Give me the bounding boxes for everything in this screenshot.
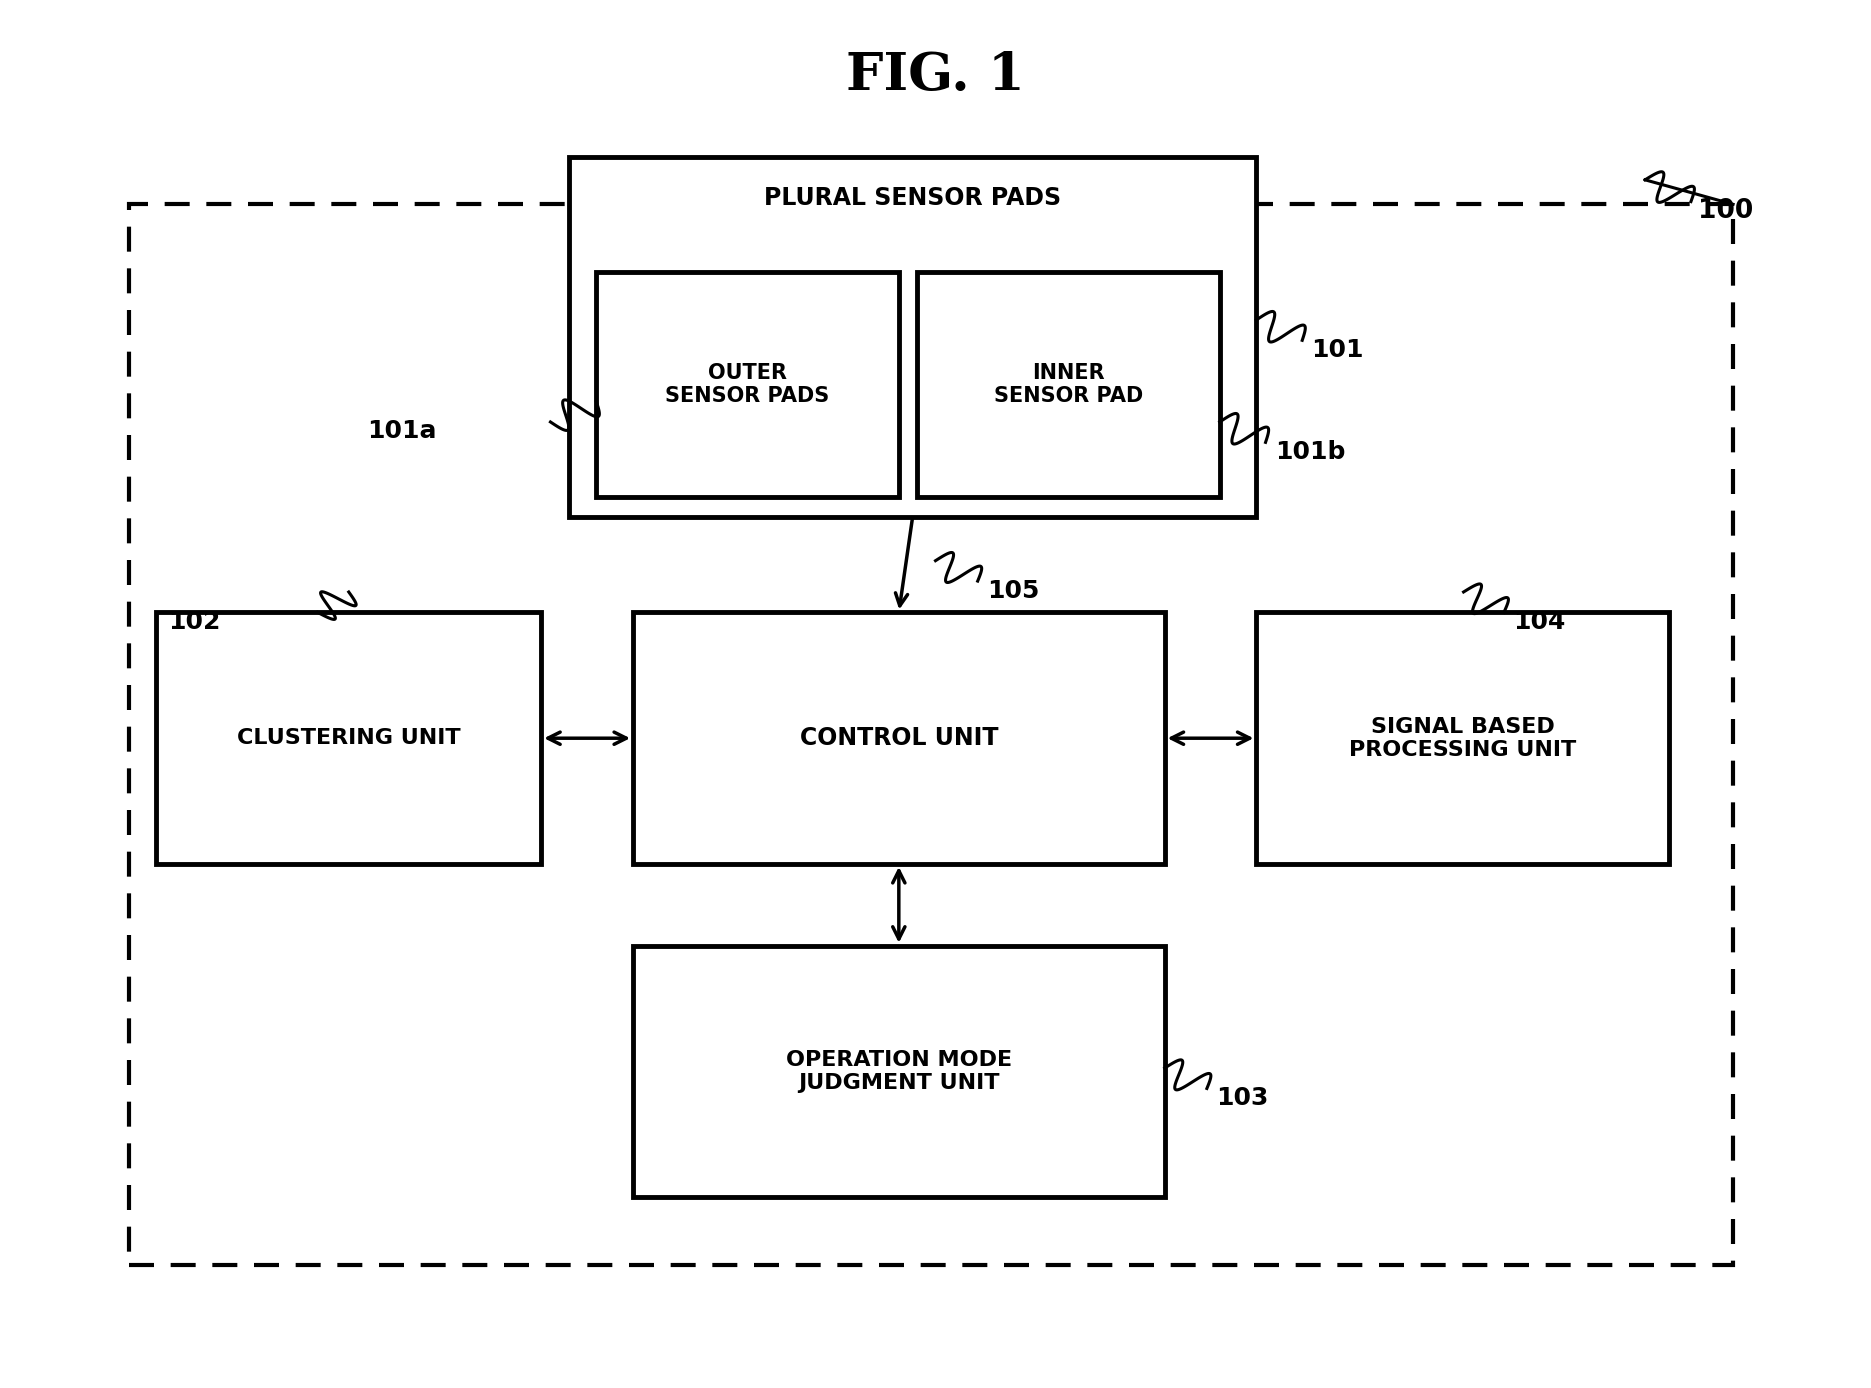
Text: SIGNAL BASED
PROCESSING UNIT: SIGNAL BASED PROCESSING UNIT — [1349, 716, 1575, 759]
Text: OUTER
SENSOR PADS: OUTER SENSOR PADS — [666, 362, 829, 407]
Text: 101: 101 — [1312, 337, 1364, 362]
Text: 105: 105 — [986, 579, 1038, 602]
Text: CONTROL UNIT: CONTROL UNIT — [799, 726, 997, 750]
Bar — [632, 945, 1164, 1198]
Text: CLUSTERING UNIT: CLUSTERING UNIT — [238, 729, 460, 748]
Text: 104: 104 — [1514, 609, 1566, 634]
Text: 102: 102 — [168, 609, 221, 634]
Text: PLURAL SENSOR PADS: PLURAL SENSOR PADS — [763, 186, 1061, 210]
Text: 103: 103 — [1216, 1085, 1269, 1110]
Bar — [917, 272, 1220, 497]
Bar — [129, 204, 1733, 1266]
Bar — [569, 157, 1257, 518]
Text: 100: 100 — [1699, 198, 1753, 223]
Bar — [597, 272, 898, 497]
Bar — [155, 612, 541, 863]
Text: 101a: 101a — [367, 419, 436, 444]
Text: 101b: 101b — [1274, 440, 1345, 464]
Text: INNER
SENSOR PAD: INNER SENSOR PAD — [994, 362, 1143, 407]
Text: OPERATION MODE
JUDGMENT UNIT: OPERATION MODE JUDGMENT UNIT — [786, 1049, 1012, 1094]
Bar — [632, 612, 1164, 863]
Bar — [1257, 612, 1669, 863]
Text: FIG. 1: FIG. 1 — [846, 50, 1025, 100]
